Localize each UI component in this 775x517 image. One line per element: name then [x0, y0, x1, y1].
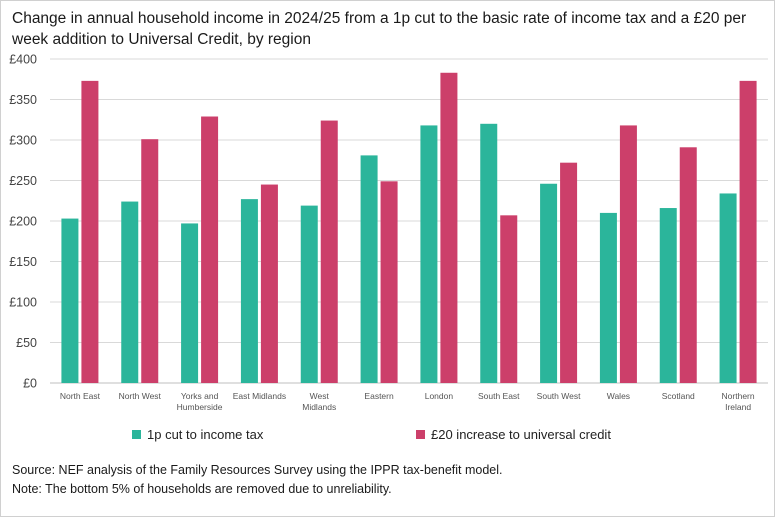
legend-swatch-tax	[132, 430, 141, 439]
bar-universal-credit	[381, 181, 398, 383]
y-tick-label: £300	[9, 134, 37, 148]
bar-universal-credit	[440, 73, 457, 383]
bar-income-tax	[480, 124, 497, 383]
x-tick-label: North East	[60, 391, 101, 401]
x-axis: North East North West Yorks andHumberside E…	[60, 391, 755, 412]
x-tick-label: Wales	[607, 391, 630, 401]
bar-universal-credit	[620, 125, 637, 383]
legend-item-uc: £20 increase to universal credit	[416, 427, 611, 442]
bar-income-tax	[660, 208, 677, 383]
y-axis: £0 £50 £100 £150 £200 £250 £300 £350 £400	[9, 53, 37, 391]
x-tick-label: North West	[119, 391, 162, 401]
bar-income-tax	[121, 202, 138, 383]
y-tick-label: £100	[9, 296, 37, 310]
bar-universal-credit	[680, 147, 697, 383]
bar-universal-credit	[81, 81, 98, 383]
y-tick-label: £50	[16, 336, 37, 350]
y-tick-label: £0	[23, 377, 37, 391]
y-tick-label: £400	[9, 53, 37, 67]
x-tick-label: Eastern	[364, 391, 394, 401]
unreliability-note: Note: The bottom 5% of households are re…	[12, 480, 503, 499]
bar-universal-credit	[201, 117, 218, 383]
y-tick-label: £200	[9, 215, 37, 229]
x-tick-label: South East	[478, 391, 520, 401]
bar-universal-credit	[261, 185, 278, 383]
bar-income-tax	[540, 184, 557, 383]
legend-swatch-uc	[416, 430, 425, 439]
x-tick-label: East Midlands	[233, 391, 286, 401]
bars	[61, 73, 756, 383]
legend-label-tax: 1p cut to income tax	[147, 427, 263, 442]
x-tick-label: Scotland	[662, 391, 695, 401]
bar-income-tax	[181, 223, 198, 383]
y-tick-label: £350	[9, 93, 37, 107]
legend-label-uc: £20 increase to universal credit	[431, 427, 611, 442]
legend-item-tax: 1p cut to income tax	[132, 427, 263, 442]
bar-income-tax	[600, 213, 617, 383]
x-tick-label: South West	[537, 391, 581, 401]
bar-chart: £0 £50 £100 £150 £200 £250 £300 £350 £400 North …	[0, 0, 775, 517]
x-tick-label: London	[425, 391, 454, 401]
bar-income-tax	[720, 193, 737, 383]
bar-universal-credit	[560, 163, 577, 383]
bar-universal-credit	[321, 121, 338, 383]
bar-universal-credit	[500, 215, 517, 383]
source-note: Source: NEF analysis of the Family Resou…	[12, 461, 503, 480]
x-tick-label: WestMidlands	[302, 391, 336, 412]
bar-income-tax	[361, 155, 378, 383]
bar-income-tax	[241, 199, 258, 383]
bar-universal-credit	[141, 139, 158, 383]
x-tick-label: NorthernIreland	[722, 391, 755, 412]
bar-income-tax	[420, 125, 437, 383]
bar-income-tax	[301, 206, 318, 383]
bar-universal-credit	[740, 81, 757, 383]
y-tick-label: £250	[9, 174, 37, 188]
y-tick-label: £150	[9, 255, 37, 269]
footnotes: Source: NEF analysis of the Family Resou…	[12, 461, 503, 499]
x-tick-label: Yorks andHumberside	[177, 391, 223, 412]
bar-income-tax	[61, 219, 78, 383]
